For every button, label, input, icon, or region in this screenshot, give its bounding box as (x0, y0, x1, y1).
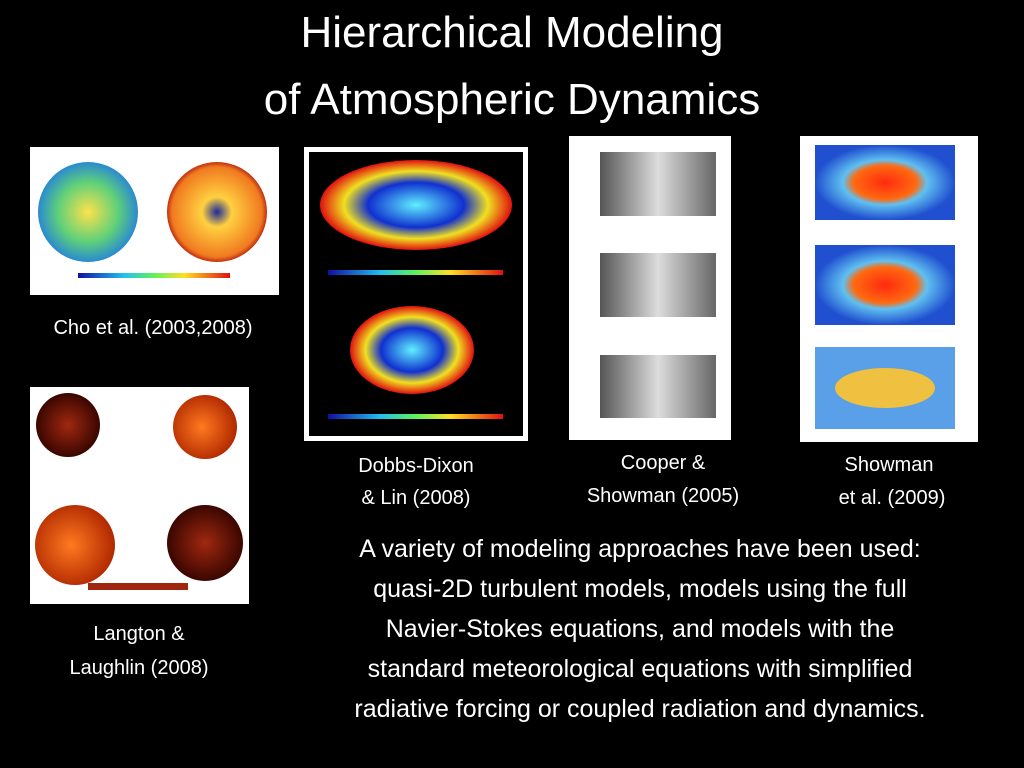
body-line: standard meteorological equations with s… (367, 655, 913, 683)
caption: Cho et al. (2003,2008) (53, 317, 253, 339)
showman-figure (800, 136, 978, 442)
body-line: quasi-2D turbulent models, models using … (373, 575, 907, 603)
body-line: A variety of modeling approaches have be… (359, 535, 921, 563)
caption: Cooper & (620, 452, 706, 474)
caption: Laughlin (2008) (69, 657, 209, 679)
langton-figure (30, 387, 249, 604)
caption: Showman (2005) (586, 485, 740, 507)
title: of Atmospheric Dynamics (263, 75, 761, 124)
caption: & Lin (2008) (361, 487, 471, 509)
caption: et al. (2009) (838, 487, 946, 509)
caption: Langton & (93, 623, 185, 645)
cooper-figure (569, 136, 731, 440)
body-line: Navier-Stokes equations, and models with… (385, 615, 895, 643)
caption: Dobbs-Dixon (358, 455, 474, 477)
caption: Showman (844, 454, 934, 476)
body-line: radiative forcing or coupled radiation a… (354, 695, 926, 723)
title: Hierarchical Modeling (300, 8, 724, 57)
cho-figure (30, 147, 279, 295)
dobbs-dixon-figure (304, 147, 528, 441)
